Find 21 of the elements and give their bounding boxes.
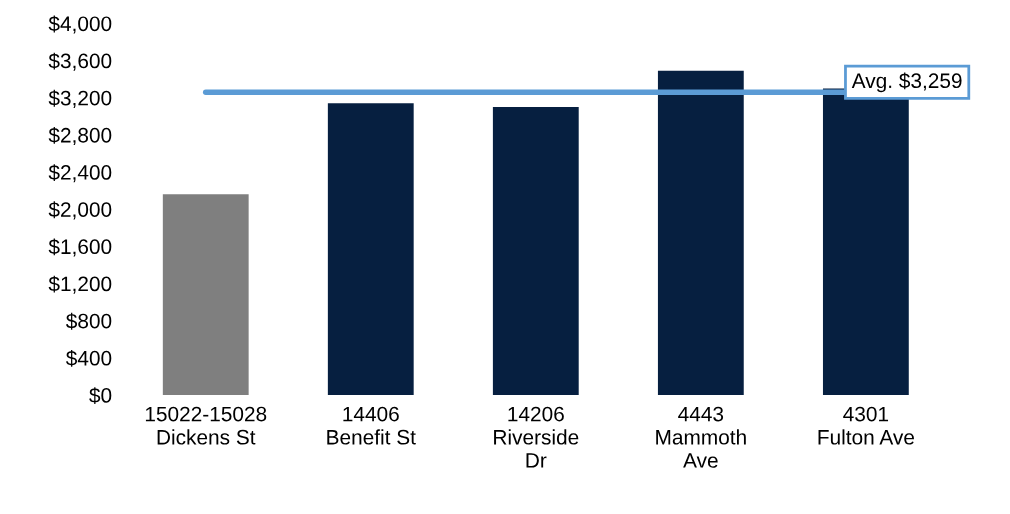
y-tick-label: $3,200 [48,89,112,108]
y-tick-label: $4,000 [48,15,112,34]
x-tick-label: 4301 Fulton Ave [818,406,914,445]
y-tick-label: $2,800 [48,127,112,146]
bar [657,70,744,396]
x-tick-label: 15022-15028 Dickens St [145,406,267,445]
bar [162,194,249,396]
bar [492,107,579,396]
y-tick-label: $800 [65,312,112,330]
x-tick-label: 4443 Mammoth Ave [656,406,746,468]
y-tick-label: $1,600 [48,238,112,257]
y-tick-label: $400 [65,349,112,367]
bar [327,103,414,396]
y-tick-label: $3,600 [48,52,112,71]
y-tick-label: $0 [89,387,112,404]
x-tick-label: 14206 Riverside Dr [494,406,579,468]
x-tick-label: 14406 Benefit St [327,406,416,445]
y-tick-label: $2,400 [48,164,112,183]
y-tick-label: $2,000 [48,201,112,220]
ref-line-label: Avg. $3,259 [851,72,962,93]
y-tick-label: $1,200 [48,275,112,294]
